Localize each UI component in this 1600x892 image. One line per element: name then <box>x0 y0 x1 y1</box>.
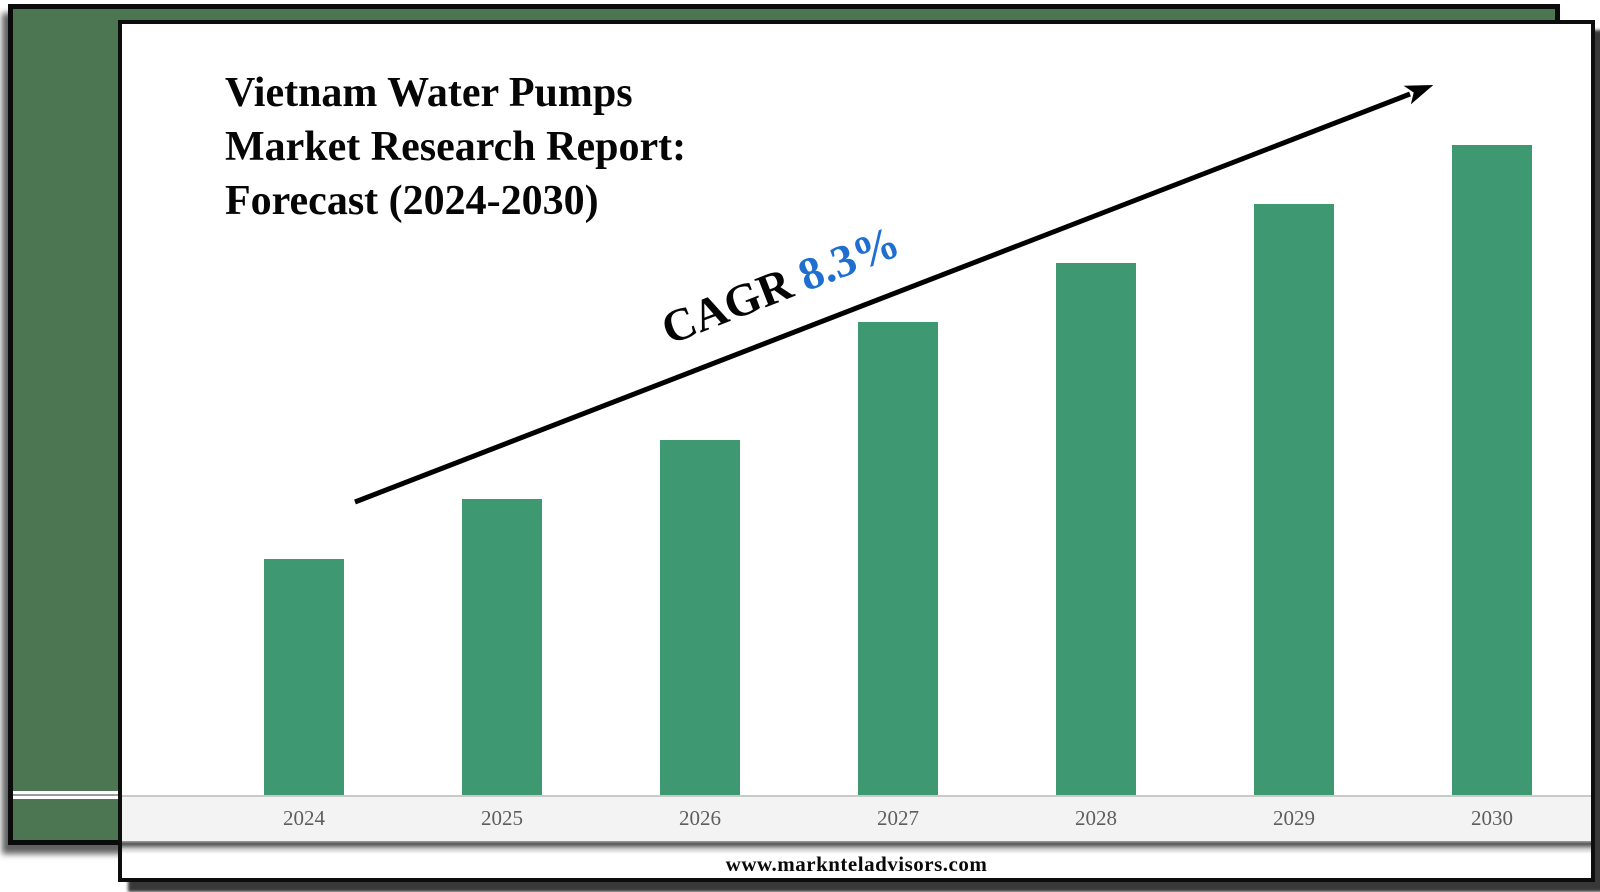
bar-2028 <box>1056 263 1136 795</box>
bar-2025 <box>462 499 542 795</box>
x-axis-line <box>122 795 1591 797</box>
footer-url: www.marknteladvisors.com <box>725 852 988 876</box>
x-tick-label-2028: 2028 <box>1075 806 1117 830</box>
x-tick-label-2026: 2026 <box>679 806 721 830</box>
bar-2030 <box>1452 145 1532 795</box>
bar-2026 <box>660 440 740 795</box>
chart-title-line-2: Market Research Report: <box>225 124 687 170</box>
x-tick-label-2024: 2024 <box>283 806 325 830</box>
bar-2029 <box>1254 204 1334 795</box>
x-axis-band <box>122 797 1591 841</box>
chart-title-line-1: Vietnam Water Pumps <box>225 70 633 116</box>
bar-2027 <box>858 322 938 795</box>
footer-shadow-band <box>122 841 1591 854</box>
x-tick-label-2027: 2027 <box>877 806 919 830</box>
chart-title-line-3: Forecast (2024-2030) <box>225 178 599 224</box>
x-tick-label-2029: 2029 <box>1273 806 1315 830</box>
bar-2024 <box>264 559 344 795</box>
x-tick-label-2025: 2025 <box>481 806 523 830</box>
axis-line-over-panel <box>13 791 118 799</box>
x-tick-label-2030: 2030 <box>1471 806 1513 830</box>
chart-title: Vietnam Water Pumps Market Research Repo… <box>225 66 785 228</box>
